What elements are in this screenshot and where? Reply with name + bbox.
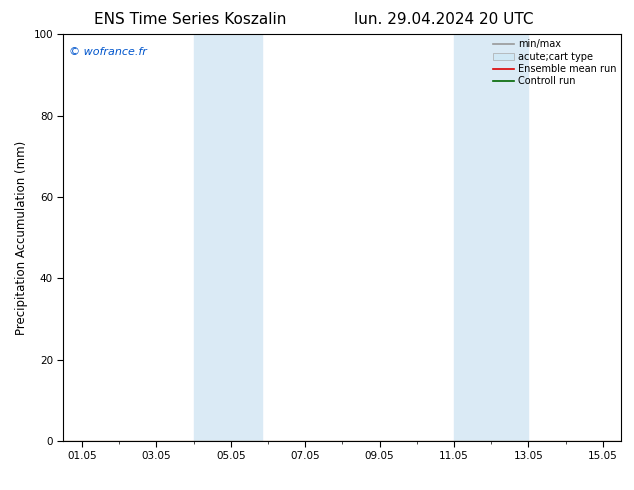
Bar — [193, 34, 262, 441]
Bar — [454, 34, 528, 441]
Text: © wofrance.fr: © wofrance.fr — [69, 47, 147, 56]
Text: ENS Time Series Koszalin: ENS Time Series Koszalin — [94, 12, 287, 27]
Y-axis label: Precipitation Accumulation (mm): Precipitation Accumulation (mm) — [15, 141, 28, 335]
Text: lun. 29.04.2024 20 UTC: lun. 29.04.2024 20 UTC — [354, 12, 534, 27]
Legend: min/max, acute;cart type, Ensemble mean run, Controll run: min/max, acute;cart type, Ensemble mean … — [489, 36, 619, 89]
